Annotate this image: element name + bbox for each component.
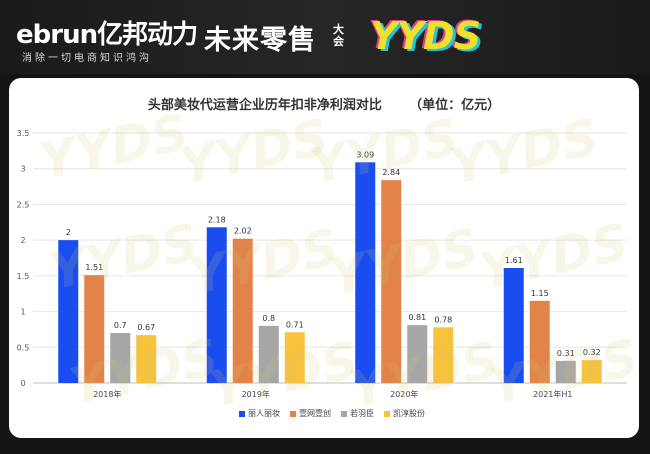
y-tick-label: 2.5 <box>17 200 30 209</box>
y-tick-label: 3.5 <box>17 129 30 138</box>
bar <box>433 327 454 383</box>
brand-logo: ebrun亿邦动力 <box>16 20 198 50</box>
y-tick-label: 0.5 <box>17 343 30 352</box>
legend-swatch <box>341 410 347 417</box>
data-label: 1.61 <box>505 256 523 265</box>
legend-item: 若羽臣 <box>341 408 374 419</box>
data-label: 0.8 <box>262 314 275 323</box>
data-label: 1.15 <box>531 289 549 298</box>
event-title: 未来零售 <box>204 25 316 56</box>
bar <box>284 332 305 383</box>
legend-item: 壹网壹创 <box>290 408 331 419</box>
bar <box>581 360 602 383</box>
event-suffix: 大会 <box>333 23 344 48</box>
data-label: 0.81 <box>408 313 426 322</box>
bar <box>232 238 253 383</box>
bar <box>136 335 157 383</box>
bar <box>84 275 105 383</box>
data-label: 3.09 <box>356 150 374 159</box>
y-tick-label: 1.5 <box>17 272 30 281</box>
legend-item: 凯淳股份 <box>384 408 425 419</box>
bar <box>206 227 227 383</box>
bar <box>503 268 524 383</box>
brand-tagline: 消除一切电商知识鸿沟 <box>22 53 152 64</box>
y-tick-label: 3 <box>20 165 25 174</box>
legend-label: 凯淳股份 <box>393 409 425 418</box>
bar <box>529 300 550 383</box>
y-tick-label: 0 <box>20 379 25 388</box>
legend-label: 若羽臣 <box>350 409 374 418</box>
data-label: 0.78 <box>434 315 452 324</box>
chart-card: 0 0.5 1 1.5 2 2.5 3 3.5 2 1.51 0.7 0.67 2018年 2.18 2.0… <box>9 78 639 438</box>
data-label: 0.31 <box>557 349 575 358</box>
data-label: 0.7 <box>114 321 127 330</box>
event-badge: YYDS <box>370 14 481 58</box>
bar <box>407 325 428 383</box>
data-label: 0.32 <box>583 348 601 357</box>
data-label: 2.18 <box>208 215 226 224</box>
x-tick-label: 2019年 <box>242 389 270 399</box>
legend-item: 丽人丽妆 <box>239 408 280 419</box>
legend-swatch <box>239 410 245 417</box>
data-label: 2.02 <box>234 227 252 236</box>
chart-legend: 丽人丽妆 壹网壹创 若羽臣 凯淳股份 <box>239 408 425 419</box>
data-label: 2 <box>66 228 71 237</box>
data-label: 2.84 <box>382 168 400 177</box>
bar <box>381 180 402 383</box>
data-label: 0.67 <box>137 323 155 332</box>
bar <box>110 333 131 383</box>
legend-swatch <box>384 410 390 417</box>
bar <box>555 360 576 383</box>
bar <box>58 240 79 383</box>
legend-label: 丽人丽妆 <box>248 409 280 418</box>
y-tick-label: 2 <box>20 236 25 245</box>
bar-chart: 0 0.5 1 1.5 2 2.5 3 3.5 2 1.51 0.7 0.67 2018年 2.18 2.0… <box>17 129 627 399</box>
x-tick-label: 2021年H1 <box>533 389 572 399</box>
chart-title: 头部美妆代运营企业历年扣非净利润对比 （单位：亿元） <box>147 98 501 113</box>
legend-label: 壹网壹创 <box>299 409 331 418</box>
x-tick-label: 2018年 <box>93 389 121 399</box>
data-label: 1.51 <box>85 263 103 272</box>
x-tick-label: 2020年 <box>390 389 418 399</box>
header-banner: ebrun亿邦动力 消除一切电商知识鸿沟 未来零售 大会 YYDS <box>0 0 650 74</box>
legend-swatch <box>290 410 296 417</box>
bar <box>258 325 279 383</box>
y-tick-label: 1 <box>20 308 25 317</box>
bar <box>355 162 376 383</box>
data-label: 0.71 <box>286 320 304 329</box>
